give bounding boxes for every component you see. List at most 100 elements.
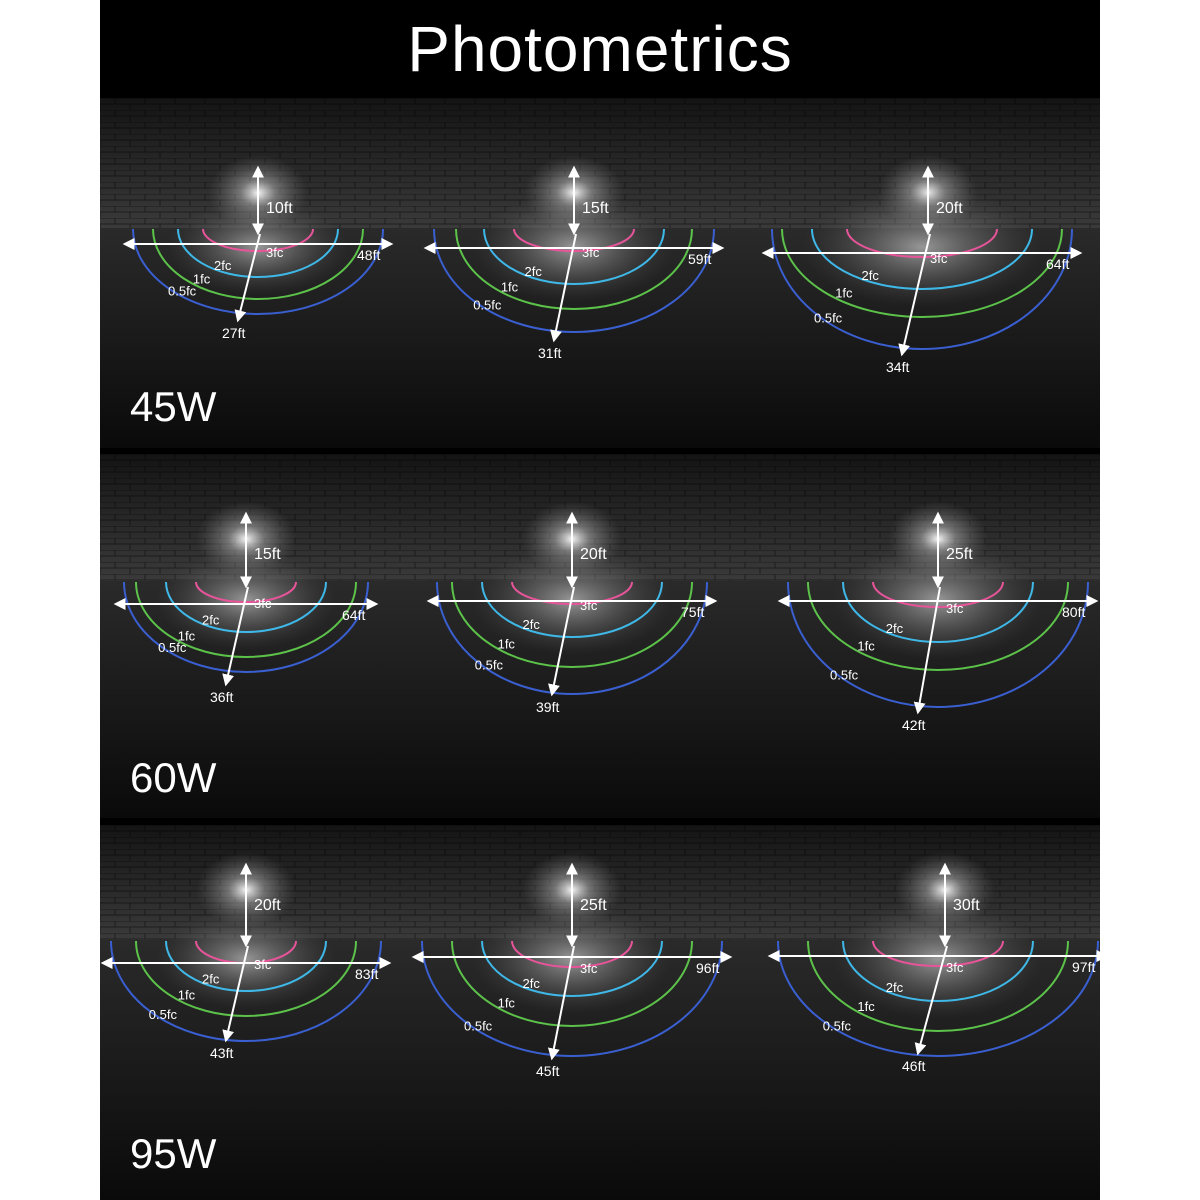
mounting-height-label: 20ft — [254, 897, 281, 914]
spread-width-label: 83ft — [355, 966, 378, 982]
mounting-height-label: 15ft — [582, 200, 609, 217]
page-title: Photometrics — [100, 0, 1100, 98]
depth-arrow — [222, 945, 249, 1043]
contour-label: 2fc — [862, 268, 880, 283]
mounting-height-label: 30ft — [953, 897, 980, 914]
contour-label: 3fc — [254, 957, 272, 972]
spread-depth-label: 31ft — [538, 345, 561, 361]
isofootcandle-contour — [807, 940, 1069, 1032]
contour-label: 0.5fc — [168, 283, 197, 298]
isofootcandle-contour — [436, 581, 708, 695]
wattage-label: 60W — [130, 754, 217, 801]
contour-label: 0.5fc — [158, 640, 187, 655]
depth-arrow — [234, 233, 261, 323]
isofootcandle-contour — [451, 581, 693, 668]
contour-label: 1fc — [835, 286, 853, 301]
contour-label: 1fc — [857, 999, 875, 1014]
contour-label: 1fc — [857, 639, 875, 654]
isofootcandle-contour — [421, 940, 723, 1057]
panel-95w-diagrams: 20ft83ft43ft3fc2fc1fc0.5fc25ft96ft45ft3f… — [100, 825, 1100, 1200]
photometric-diagram: 25ft 96ft 45ft 3fc 2fc 1fc 0.5fc — [411, 852, 733, 1079]
spread-width-label: 59ft — [688, 251, 711, 267]
isofootcandle-contour — [135, 940, 357, 1017]
photometric-diagram: 30ft 97ft 46ft 3fc 2fc 1fc 0.5fc — [767, 852, 1100, 1074]
contour-label: 3fc — [930, 251, 948, 266]
contour-label: 3fc — [946, 601, 964, 616]
contour-label: 0.5fc — [149, 1007, 178, 1022]
spread-depth-label: 42ft — [902, 717, 925, 733]
isofootcandle-contour — [807, 581, 1069, 671]
spread-depth-label: 45ft — [536, 1063, 559, 1079]
contour-label: 3fc — [580, 961, 598, 976]
isofootcandle-contour — [451, 940, 693, 1027]
contour-label: 1fc — [178, 988, 196, 1003]
contour-label: 0.5fc — [823, 1019, 852, 1034]
contour-label: 3fc — [946, 960, 964, 975]
isofootcandle-contour — [135, 581, 357, 658]
depth-arrow — [548, 586, 575, 697]
mounting-height-label: 10ft — [266, 200, 293, 217]
contour-label: 2fc — [214, 258, 232, 273]
panel-45w-diagrams: 10ft48ft27ft3fc2fc1fc0.5fc15ft59ft31ft3f… — [100, 98, 1100, 448]
contour-label: 2fc — [523, 617, 541, 632]
isofootcandle-contour — [787, 581, 1089, 708]
contour-label: 3fc — [582, 245, 600, 260]
isofootcandle-contour — [433, 228, 715, 333]
mounting-height-label: 20ft — [580, 546, 607, 563]
contour-label: 2fc — [202, 613, 220, 628]
spread-width-label: 64ft — [1046, 256, 1069, 272]
wattage-label: 45W — [130, 383, 217, 430]
contour-label: 3fc — [254, 596, 272, 611]
mounting-height-label: 15ft — [254, 546, 281, 563]
isofootcandle-contour — [771, 228, 1073, 350]
contour-label: 0.5fc — [475, 657, 504, 672]
photometrics-figure: Photometrics 10ft 48ft 27ft 3fc 2fc 1fc 0.5fc 1… — [100, 0, 1100, 1200]
spread-depth-label: 39ft — [536, 699, 559, 715]
mounting-height-label: 20ft — [936, 200, 963, 217]
contour-label: 3fc — [266, 245, 284, 260]
isofootcandle-contour — [123, 581, 369, 673]
spread-width-label: 64ft — [342, 607, 365, 623]
contour-label: 1fc — [193, 272, 211, 287]
depth-arrow — [547, 945, 575, 1061]
spread-width-label: 80ft — [1062, 604, 1085, 620]
photometric-diagram: 15ft 59ft 31ft 3fc 2fc 1fc 0.5fc — [423, 155, 725, 361]
isofootcandle-contour — [842, 581, 1034, 643]
contour-label: 0.5fc — [814, 311, 843, 326]
depth-arrow — [222, 586, 249, 687]
contour-label: 1fc — [501, 279, 519, 294]
panel-60w: 15ft 64ft 36ft 3fc 2fc 1fc 0.5fc 20ft 75ft 39ft 3f… — [100, 454, 1100, 818]
contour-label: 3fc — [580, 598, 598, 613]
contour-label: 0.5fc — [473, 297, 502, 312]
contour-label: 1fc — [498, 995, 516, 1010]
mounting-height-label: 25ft — [946, 546, 973, 563]
spread-depth-label: 46ft — [902, 1058, 925, 1074]
contour-label: 0.5fc — [830, 668, 859, 683]
isofootcandle-contour — [455, 228, 693, 310]
photometric-diagram: 25ft 80ft 42ft 3fc 2fc 1fc 0.5fc — [777, 501, 1099, 733]
panel-60w-diagrams: 15ft64ft36ft3fc2fc1fc0.5fc20ft75ft39ft3f… — [100, 454, 1100, 818]
isofootcandle-contour — [842, 940, 1034, 1002]
contour-label: 2fc — [525, 264, 543, 279]
panel-45w: 10ft 48ft 27ft 3fc 2fc 1fc 0.5fc 15ft 59ft 31ft 3f… — [100, 98, 1100, 448]
spread-depth-label: 27ft — [222, 325, 245, 341]
wattage-label: 95W — [130, 1130, 217, 1177]
spread-width-label: 75ft — [681, 604, 704, 620]
depth-arrow — [550, 233, 577, 343]
isofootcandle-contour — [152, 228, 364, 300]
photometric-diagram: 20ft 75ft 39ft 3fc 2fc 1fc 0.5fc — [426, 501, 718, 715]
isofootcandle-contour — [777, 940, 1099, 1057]
contour-label: 2fc — [886, 621, 904, 636]
spread-depth-label: 36ft — [210, 689, 233, 705]
spread-depth-label: 34ft — [886, 359, 909, 375]
contour-label: 2fc — [202, 972, 220, 987]
depth-arrow — [914, 945, 948, 1056]
contour-label: 2fc — [523, 976, 541, 991]
contour-label: 1fc — [178, 629, 196, 644]
contour-label: 0.5fc — [464, 1019, 493, 1034]
isofootcandle-contour — [132, 228, 384, 315]
depth-arrow — [913, 586, 941, 715]
isofootcandle-contour — [481, 940, 663, 997]
